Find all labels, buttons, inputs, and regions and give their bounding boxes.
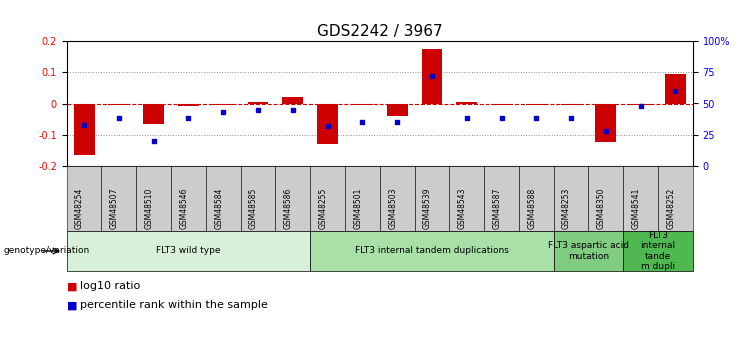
- Text: GSM48541: GSM48541: [631, 188, 641, 229]
- Text: GSM48587: GSM48587: [493, 188, 502, 229]
- Text: FLT3
internal
tande
m dupli: FLT3 internal tande m dupli: [640, 231, 676, 271]
- Text: ■: ■: [67, 281, 77, 291]
- Text: GSM48253: GSM48253: [562, 188, 571, 229]
- Bar: [665, 74, 686, 104]
- Text: GSM48254: GSM48254: [75, 188, 84, 229]
- Text: GSM48539: GSM48539: [423, 188, 432, 229]
- Text: GSM48252: GSM48252: [666, 188, 676, 229]
- Text: GSM48350: GSM48350: [597, 188, 606, 229]
- Text: FLT3 aspartic acid
mutation: FLT3 aspartic acid mutation: [548, 241, 629, 261]
- Bar: [108, 104, 129, 105]
- Bar: [352, 104, 373, 105]
- Bar: [213, 104, 233, 105]
- Text: GSM48586: GSM48586: [284, 188, 293, 229]
- Bar: [317, 104, 338, 144]
- Title: GDS2242 / 3967: GDS2242 / 3967: [317, 24, 442, 39]
- Bar: [456, 102, 477, 103]
- Bar: [561, 104, 582, 105]
- Bar: [73, 104, 95, 155]
- Text: FLT3 wild type: FLT3 wild type: [156, 246, 221, 256]
- Text: FLT3 internal tandem duplications: FLT3 internal tandem duplications: [355, 246, 509, 256]
- Bar: [596, 104, 617, 142]
- Text: GSM48503: GSM48503: [388, 188, 397, 229]
- Bar: [178, 104, 199, 106]
- Text: ■: ■: [67, 300, 77, 310]
- Bar: [491, 104, 512, 105]
- Text: percentile rank within the sample: percentile rank within the sample: [80, 300, 268, 310]
- Text: GSM48507: GSM48507: [110, 188, 119, 229]
- Text: genotype/variation: genotype/variation: [4, 246, 90, 256]
- Text: GSM48510: GSM48510: [144, 188, 153, 229]
- Text: GSM48585: GSM48585: [249, 188, 258, 229]
- Bar: [247, 102, 268, 103]
- Text: GSM48255: GSM48255: [319, 188, 328, 229]
- Bar: [526, 104, 547, 105]
- Text: GSM48501: GSM48501: [353, 188, 362, 229]
- Text: GSM48588: GSM48588: [528, 188, 536, 229]
- Text: GSM48543: GSM48543: [458, 188, 467, 229]
- Bar: [282, 97, 303, 104]
- Bar: [387, 104, 408, 116]
- Text: log10 ratio: log10 ratio: [80, 281, 140, 291]
- Bar: [422, 49, 442, 104]
- Text: GSM48546: GSM48546: [179, 188, 188, 229]
- Bar: [143, 104, 164, 124]
- Bar: [630, 104, 651, 105]
- Text: GSM48584: GSM48584: [214, 188, 223, 229]
